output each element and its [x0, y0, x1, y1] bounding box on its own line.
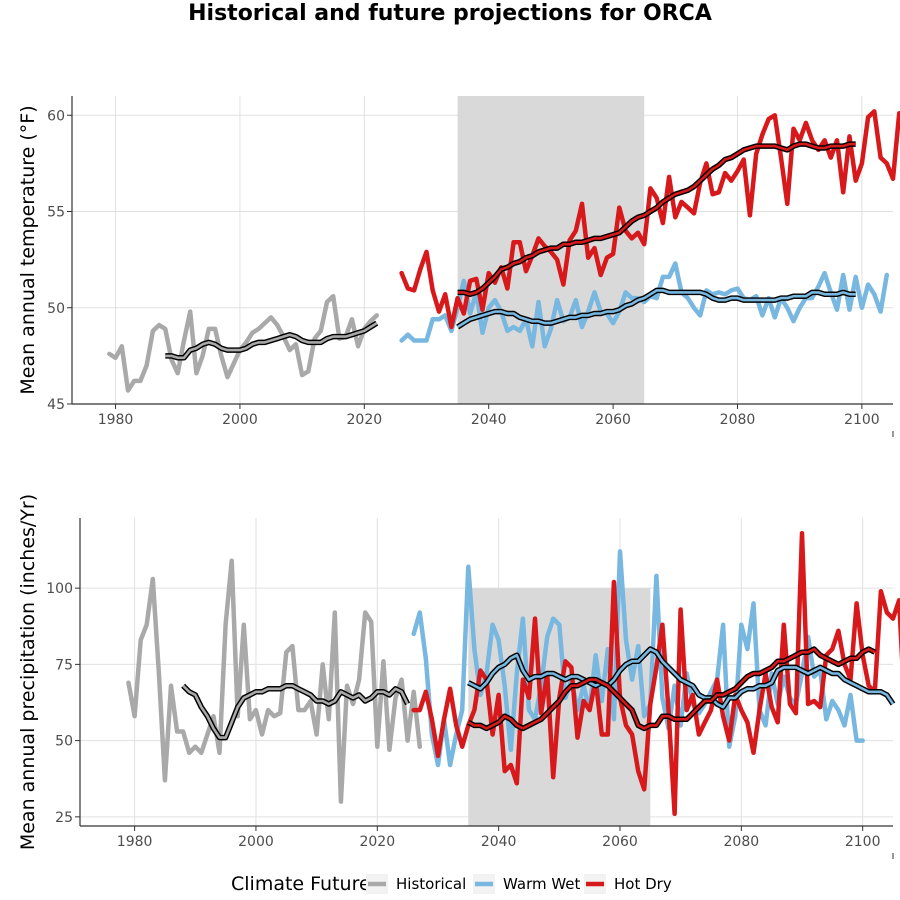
y-tick-label: 55 [47, 205, 65, 221]
x-tick-label: 2100 [844, 412, 880, 428]
legend-label-historical: Historical [396, 875, 466, 893]
series-line-hot-dry [411, 530, 900, 817]
x-tick-label: 2080 [720, 412, 756, 428]
x-tick-label: 2040 [471, 412, 507, 428]
x-tick-label: 2000 [238, 834, 274, 850]
chart-title: Historical and future projections for OR… [188, 1, 712, 26]
x-tick-label: 1980 [117, 834, 153, 850]
panel-1: 1980 2000 2020 2040 2060 2080 2100 45 50 55 60 Mean… [17, 96, 900, 437]
hot-dry-smoothed-line [467, 647, 876, 730]
series-line-historical [107, 293, 380, 393]
legend: Climate Future Historical Warm Wet Hot Dry [231, 873, 672, 895]
x-tick-label: 1980 [98, 412, 134, 428]
warm-wet-smoothed-line [456, 289, 856, 329]
y-tick-label: 75 [55, 657, 73, 673]
y-tick-label: 25 [55, 810, 73, 826]
y-tick-label: 60 [47, 108, 65, 124]
historical-smoothed-line [165, 321, 378, 360]
panel-2: 1980 2000 2020 2040 2060 2080 2100 25 50 75 100 Mea… [17, 494, 900, 859]
x-tick-label: 2060 [595, 412, 631, 428]
x-tick-label: 2000 [222, 412, 258, 428]
warm-wet-smoothed-line [467, 647, 895, 709]
x-tick-label: 2020 [347, 412, 383, 428]
x-tick-label: 2100 [845, 834, 881, 850]
x-tick-label: 2080 [724, 834, 760, 850]
y-tick-label: 100 [46, 581, 73, 597]
y-tick-label: 50 [55, 734, 73, 750]
x-tick-label: 2020 [359, 834, 395, 850]
legend-title: Climate Future [231, 873, 371, 895]
y-axis-title: Mean annual precipitation (inches/Yr) [17, 494, 39, 850]
x-tick-label: 2060 [602, 834, 638, 850]
legend-label-hot-dry: Hot Dry [614, 875, 672, 893]
y-axis-title: Mean annual temperature (°F) [17, 105, 39, 394]
historical-smoothed-line [182, 684, 409, 739]
y-tick-label: 45 [47, 397, 65, 413]
legend-label-warm-wet: Warm Wet [503, 875, 581, 893]
series-line-historical [126, 558, 423, 804]
hot-dry-smoothed-line [457, 142, 856, 296]
x-tick-label: 2040 [481, 834, 517, 850]
y-tick-label: 50 [47, 301, 65, 317]
series-line-hot-dry [399, 109, 900, 330]
